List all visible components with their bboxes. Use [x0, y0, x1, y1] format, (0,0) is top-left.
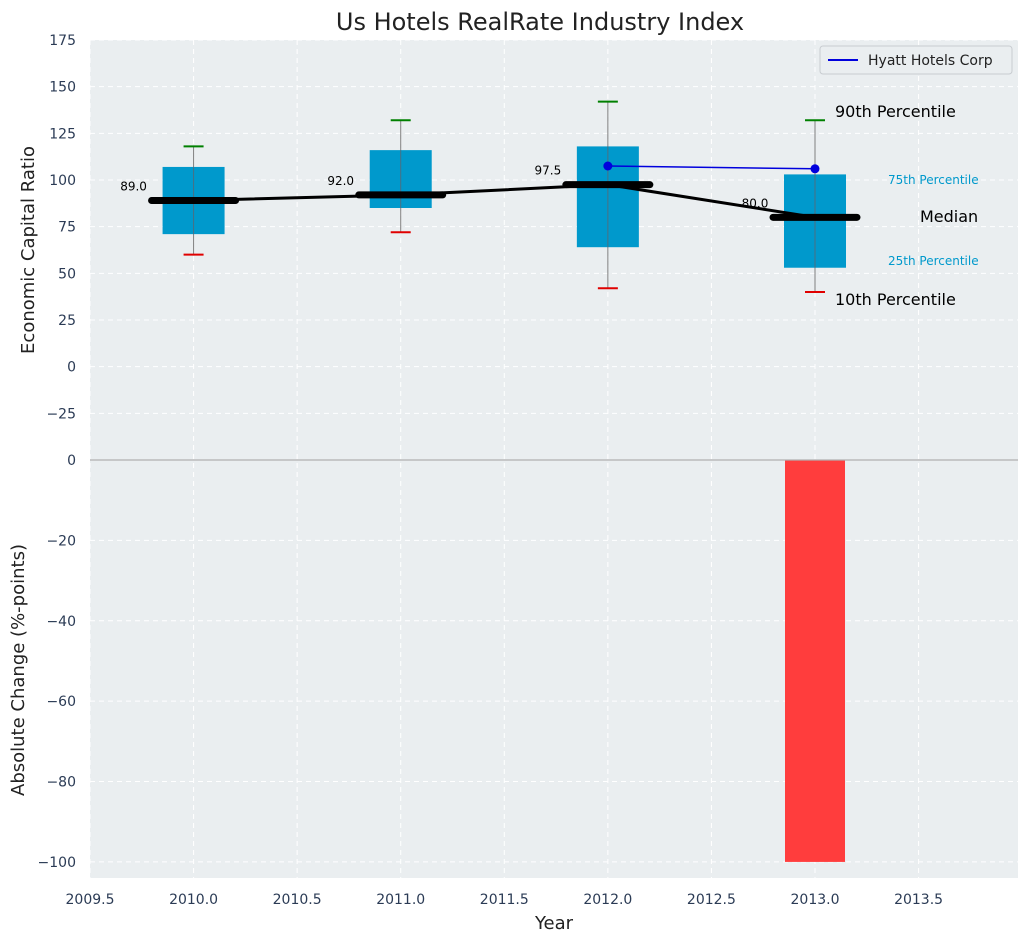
legend-box: [819, 45, 1013, 75]
x-tick-label: 2012.0: [583, 892, 632, 908]
top-plot-area: [90, 40, 1018, 460]
p90-annotation: 90th Percentile: [835, 102, 956, 121]
bottom-y-tick-label: −80: [46, 775, 76, 791]
top-y-tick-label: −25: [46, 406, 76, 422]
top-y-tick-label: 100: [49, 173, 76, 189]
bottom-y-tick-label: −20: [46, 533, 76, 549]
bottom-plot-area: [90, 460, 1018, 878]
x-tick-label: 2010.5: [273, 892, 322, 908]
x-tick-label: 2011.5: [480, 892, 529, 908]
x-tick-label: 2012.5: [687, 892, 736, 908]
top-y-tick-label: 125: [49, 126, 76, 142]
company-series-point: [810, 164, 820, 174]
bottom-y-tick-label: −100: [38, 855, 76, 871]
x-tick-label: 2009.5: [66, 892, 115, 908]
top-y-tick-label: 75: [58, 220, 76, 236]
top-y-tick-label: 25: [58, 313, 76, 329]
top-y-tick-label: 50: [58, 266, 76, 282]
median-value-label: 97.5: [534, 164, 561, 178]
top-y-tick-label: 150: [49, 80, 76, 96]
median-trend-line: [193, 183, 816, 219]
chart-title: Us Hotels RealRate Industry Index: [336, 8, 744, 36]
median-value-label: 92.0: [327, 174, 354, 188]
x-axis-label: Year: [534, 913, 574, 934]
bottom-y-axis-label: Absolute Change (%-points): [8, 544, 29, 796]
x-tick-label: 2013.0: [791, 892, 840, 908]
bottom-y-tick-label: 0: [67, 453, 76, 469]
x-tick-label: 2011.0: [376, 892, 425, 908]
top-y-tick-label: 0: [67, 360, 76, 376]
x-tick-label: 2013.5: [894, 892, 943, 908]
median-value-label: 89.0: [120, 180, 147, 194]
legend: Hyatt Hotels Corp: [819, 45, 1013, 75]
top-y-tick-label: 175: [49, 33, 76, 49]
change-bar: [785, 460, 845, 862]
p25-annotation: 25th Percentile: [888, 254, 979, 268]
chart-labels: 175 150 125 100 75 50 25 0 −25 0 −20 −40 −60 −80 −100 2…: [38, 33, 944, 908]
median-value-label: 80.0: [742, 196, 769, 210]
legend-label: Hyatt Hotels Corp: [868, 53, 993, 69]
p10-annotation: 10th Percentile: [835, 290, 956, 309]
p75-annotation: 75th Percentile: [888, 173, 979, 187]
company-series-line: [607, 165, 816, 170]
median-annotation: Median: [920, 207, 978, 226]
bottom-y-tick-label: −40: [46, 614, 76, 630]
chart-marks: [90, 100, 1018, 862]
top-y-axis-label: Economic Capital Ratio: [18, 146, 39, 354]
company-series-point: [603, 161, 613, 171]
x-tick-label: 2010.0: [169, 892, 218, 908]
bottom-y-tick-label: −60: [46, 694, 76, 710]
